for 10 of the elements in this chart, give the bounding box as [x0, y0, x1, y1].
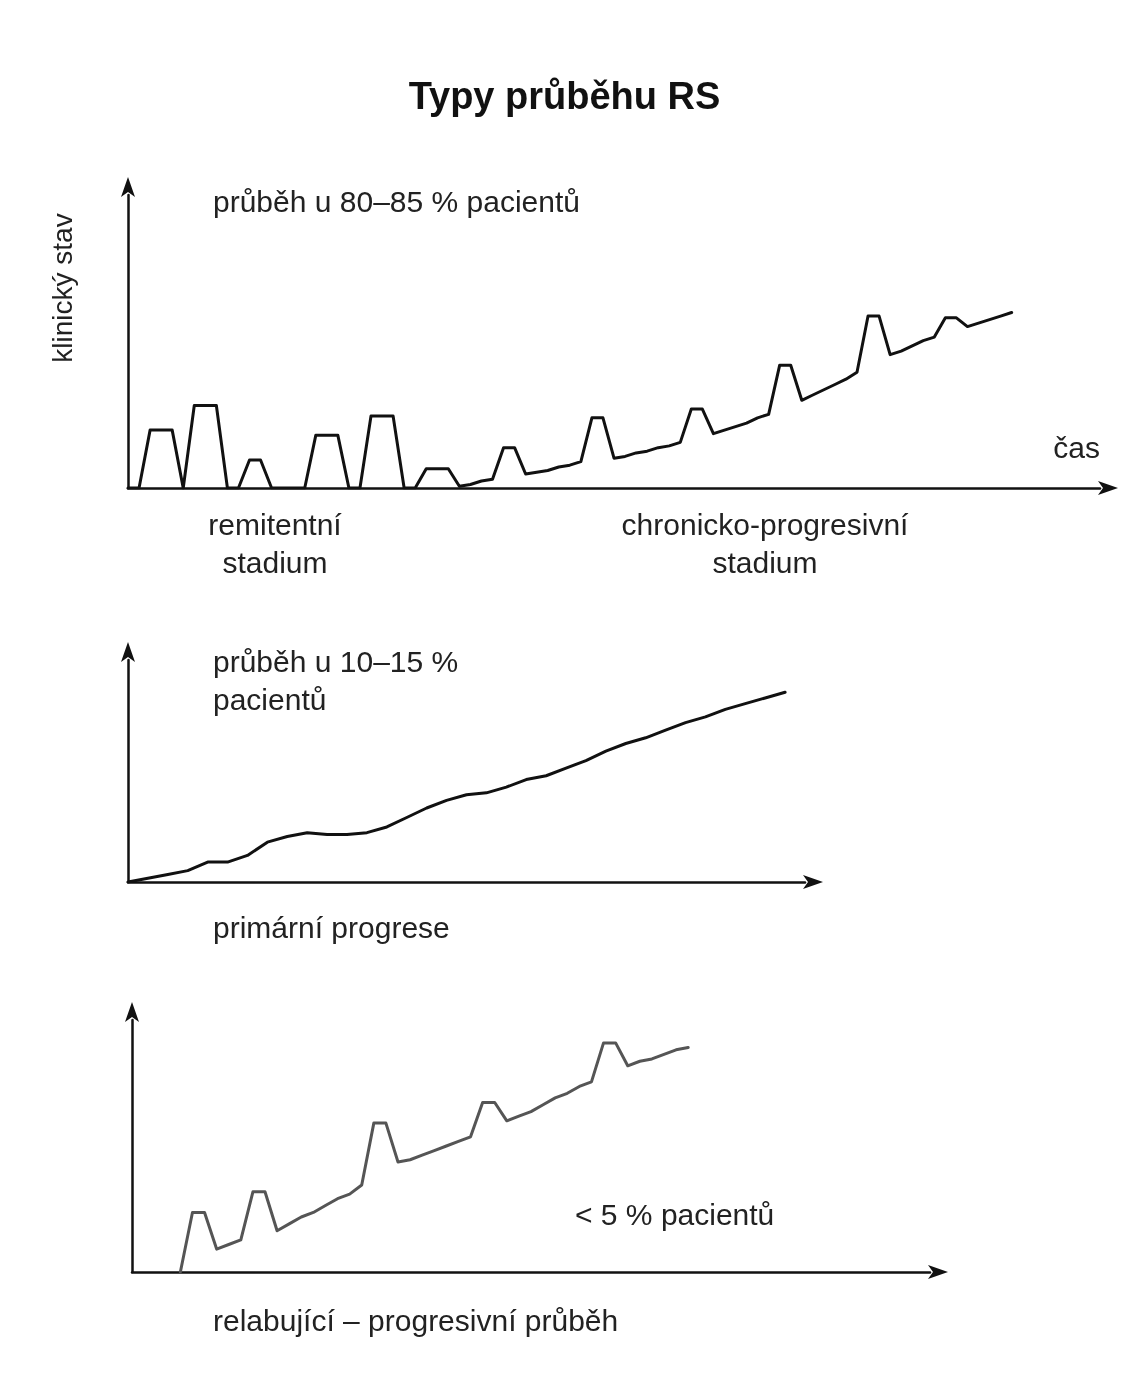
x-axis-title: čas [1053, 430, 1100, 464]
y-axis-title: klinický stav [46, 213, 78, 363]
text: < 5 % pacientů [575, 1197, 775, 1231]
chart-title: Typy průběhu RS [408, 75, 721, 117]
text: remitentní stadium [208, 507, 343, 579]
x-axis-title: primární progrese [213, 910, 450, 944]
chart-subtitle: průběh u 10–15 % pacientů [213, 644, 459, 716]
chart-subtitle: průběh u 80–85 % pacientů [213, 184, 580, 218]
x-axis-title: relabující – progresivní průběh [213, 1303, 619, 1337]
text: chronicko-progresivní stadium [621, 507, 910, 579]
